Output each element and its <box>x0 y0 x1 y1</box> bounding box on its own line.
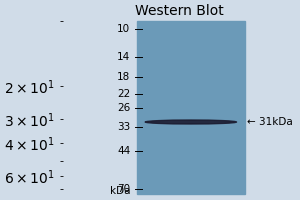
Text: 10: 10 <box>117 24 130 34</box>
Text: 33: 33 <box>117 122 130 132</box>
Bar <box>137 21 244 194</box>
Text: 70: 70 <box>117 184 130 194</box>
Text: ← 31kDa: ← 31kDa <box>247 117 292 127</box>
Text: 26: 26 <box>117 103 130 113</box>
Ellipse shape <box>145 120 236 124</box>
Text: 18: 18 <box>117 72 130 82</box>
Text: 22: 22 <box>117 89 130 99</box>
Title: Western Blot: Western Blot <box>135 4 224 18</box>
Text: 44: 44 <box>117 146 130 156</box>
Text: kDa: kDa <box>110 186 130 196</box>
Text: 14: 14 <box>117 52 130 62</box>
